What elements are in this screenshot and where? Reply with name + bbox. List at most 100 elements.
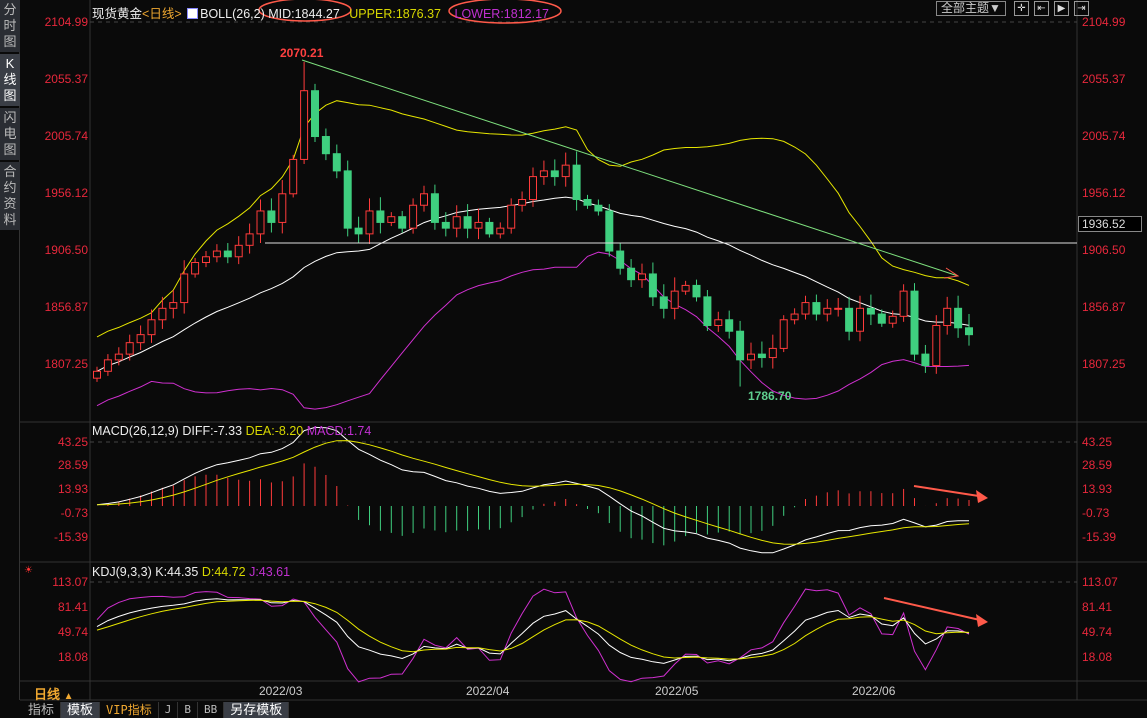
candle (430, 193, 439, 223)
candle (114, 353, 123, 361)
candle (180, 273, 189, 304)
candle (583, 199, 592, 206)
sidebar-item-timeshare[interactable]: 分时图 (0, 0, 20, 52)
tab-vip-indicator[interactable]: VIP指标 (100, 702, 159, 718)
candle (136, 334, 145, 344)
tab-template[interactable]: 模板 (61, 702, 101, 718)
candle (103, 359, 112, 372)
price-tick-right: 2005.74 (1082, 129, 1126, 143)
candle (801, 302, 810, 315)
macd-value: MACD:1.74 (306, 424, 372, 438)
candle (812, 302, 821, 315)
kdj-tick: 18.08 (57, 650, 88, 664)
candle (932, 324, 941, 367)
candle (779, 319, 788, 349)
settings-icon[interactable]: ☀ (24, 565, 33, 576)
candle (823, 307, 832, 315)
macd-tick-right: -15.39 (1082, 530, 1117, 544)
zoom-range-icon[interactable]: ⇤ (1034, 1, 1049, 16)
macd-tick-right: 13.93 (1082, 482, 1113, 496)
macd-dea: DEA:-8.20 (245, 424, 304, 438)
candle (572, 164, 581, 201)
highlight-ellipse (258, 0, 352, 22)
candle (866, 307, 875, 315)
candle (561, 164, 570, 178)
candle (191, 262, 200, 275)
candle (202, 256, 210, 264)
boll-upper-line (96, 100, 970, 338)
candle (616, 250, 625, 269)
candle (409, 204, 418, 229)
period: <日线> (142, 7, 182, 21)
price-tick-right: 1807.25 (1082, 357, 1126, 371)
candle (93, 370, 101, 379)
trend-line (301, 59, 959, 277)
date-label: 2022/03 (259, 684, 303, 698)
candle (965, 327, 973, 336)
price-tick-right: 1856.87 (1082, 300, 1126, 314)
kdj-tick: 49.74 (57, 625, 88, 639)
candle (659, 296, 668, 309)
sidebar-item-contract[interactable]: 合约资料 (0, 162, 20, 230)
indicator-icon[interactable] (187, 8, 199, 19)
macd-diff-line (96, 426, 969, 554)
tab-save-template[interactable]: 另存模板 (224, 702, 290, 718)
candle (158, 307, 167, 321)
price-tick: 2005.74 (44, 129, 88, 143)
macd-header: MACD(26,12,9) DIFF:-7.33 DEA:-8.20 MACD:… (92, 424, 371, 438)
crosshair-icon[interactable]: ✛ (1014, 1, 1029, 16)
macd-tick-right: 43.25 (1082, 435, 1113, 449)
candle (278, 193, 287, 223)
high-annotation: 2070.21 (280, 46, 324, 60)
candle (223, 250, 232, 258)
date-label: 2022/05 (655, 684, 699, 698)
play-icon[interactable]: ▶ (1054, 1, 1069, 16)
candle (332, 153, 341, 172)
candle (300, 90, 309, 160)
tab-j[interactable]: J (159, 702, 179, 718)
kdj-tick: 81.41 (57, 600, 88, 614)
candle (234, 244, 243, 258)
candle (670, 290, 679, 309)
move-right-icon[interactable]: ⇥ (1074, 1, 1089, 16)
candle (638, 273, 646, 281)
tab-b[interactable]: B (178, 702, 198, 718)
price-tick: 1856.87 (44, 300, 88, 314)
highlight-ellipse (448, 0, 562, 24)
kdj-title: KDJ(9,3,3) (92, 565, 152, 579)
candle (856, 307, 864, 332)
annotation-arrow (883, 597, 983, 622)
kdj-k-line (96, 598, 970, 664)
candle (736, 330, 745, 361)
candle (529, 176, 537, 201)
period-selector[interactable]: 日线 ▲ (34, 684, 74, 703)
candle (834, 307, 843, 310)
candle (387, 216, 396, 223)
macd-title: MACD(26,12,9) (92, 424, 179, 438)
candle (289, 158, 298, 195)
candle (365, 210, 374, 235)
kdj-tick-right: 18.08 (1082, 650, 1113, 664)
sidebar-item-flash[interactable]: 闪电图 (0, 108, 20, 160)
kdj-k: K:44.35 (155, 565, 199, 579)
candle (714, 319, 723, 326)
candle (125, 342, 134, 355)
candle (539, 170, 548, 178)
tab-bb[interactable]: BB (198, 702, 225, 718)
price-tick: 1906.50 (44, 243, 88, 257)
tab-indicator[interactable]: 指标 (22, 702, 62, 718)
theme-dropdown[interactable]: 全部主题▼ (936, 1, 1006, 16)
current-price-label: 1936.52 (1078, 216, 1142, 232)
macd-tick: 13.93 (57, 482, 88, 496)
candle (757, 353, 766, 359)
sidebar-item-kline[interactable]: K线图 (0, 54, 20, 106)
candle (943, 307, 952, 326)
candle (343, 170, 352, 229)
candle (518, 199, 527, 206)
candle (212, 250, 221, 258)
price-tick: 1807.25 (44, 357, 88, 371)
candle (910, 290, 919, 355)
candle (463, 216, 472, 229)
candle (420, 193, 428, 206)
